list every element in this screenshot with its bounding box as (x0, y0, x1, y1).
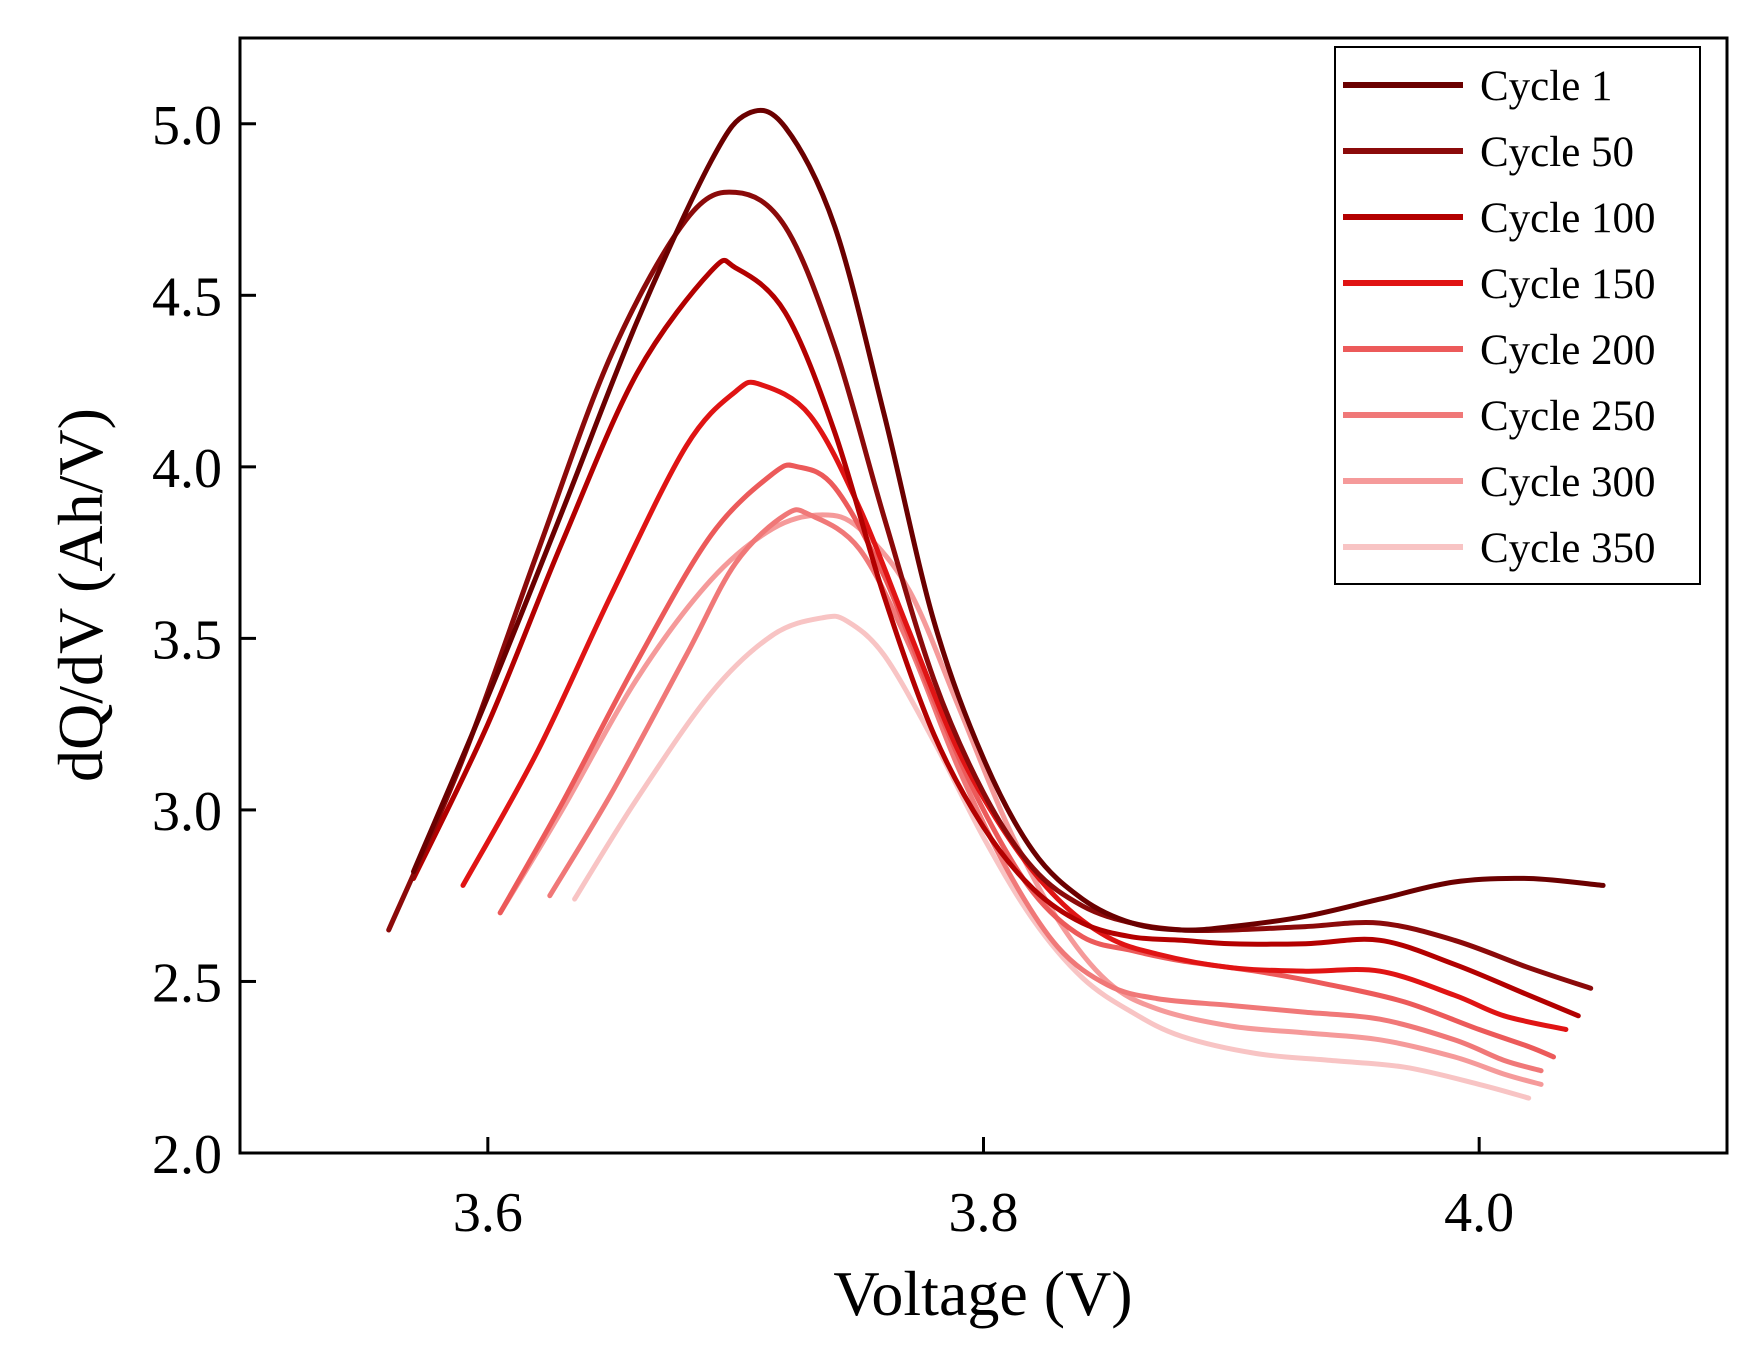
series-line-cycle-100 (411, 257, 1581, 1019)
y-tick-label: 3.0 (152, 781, 222, 843)
series-line-cycle-50 (386, 189, 1594, 991)
series-line-cycle-200 (497, 462, 1556, 1060)
x-tick-label: 4.0 (1444, 1182, 1514, 1244)
y-tick-label: 4.5 (152, 266, 222, 328)
legend-label: Cycle 200 (1480, 327, 1656, 374)
tick-layer: 3.6 3.8 4.0 2.0 2.5 3.0 3.5 4.0 4.5 5.0 (152, 95, 1514, 1244)
y-tick-label: 5.0 (152, 95, 222, 157)
legend-label: Cycle 300 (1480, 459, 1656, 506)
y-tick-label: 2.0 (152, 1124, 222, 1186)
legend-label: Cycle 100 (1480, 195, 1656, 242)
y-tick-label: 4.0 (152, 438, 222, 500)
plot-frame (238, 36, 1729, 1155)
legend-box (1334, 46, 1701, 585)
series-line-cycle-350 (572, 613, 1532, 1101)
legend-label: Cycle 50 (1480, 129, 1634, 176)
x-axis-title: Voltage (V) (833, 1258, 1132, 1329)
legend-label: Cycle 150 (1480, 261, 1656, 308)
x-tick-label: 3.8 (949, 1182, 1019, 1244)
series-line-cycle-250 (547, 507, 1544, 1074)
legend: Cycle 1 Cycle 50 Cycle 100 Cycle 150 Cycle 2… (1334, 46, 1701, 585)
y-axis-title: dQ/dV (Ah/V) (45, 408, 116, 782)
series-layer (386, 107, 1606, 1101)
x-tick-label: 3.6 (453, 1182, 523, 1244)
series-line-cycle-1 (411, 107, 1606, 933)
series-line-cycle-300 (497, 512, 1544, 1087)
legend-label: Cycle 350 (1480, 525, 1656, 572)
y-tick-label: 3.5 (152, 609, 222, 671)
y-tick-label: 2.5 (152, 952, 222, 1014)
legend-label: Cycle 250 (1480, 393, 1656, 440)
legend-label: Cycle 1 (1480, 63, 1613, 110)
series-line-cycle-150 (460, 379, 1569, 1032)
